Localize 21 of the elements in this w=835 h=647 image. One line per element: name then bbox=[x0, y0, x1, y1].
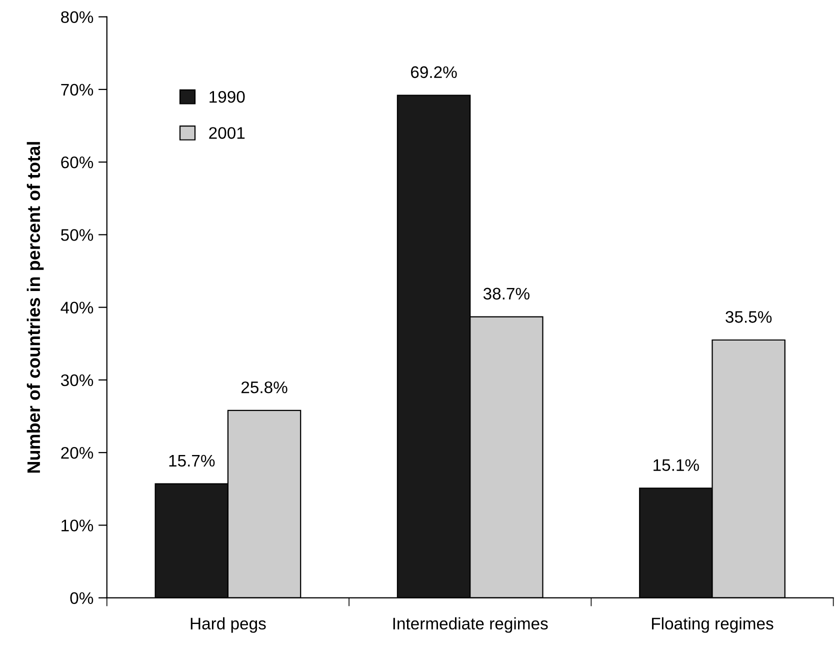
y-tick-label: 30% bbox=[60, 374, 94, 386]
data-label: 35.5% bbox=[726, 311, 772, 323]
x-tick-label: Intermediate regimes bbox=[393, 617, 548, 633]
data-label: 15.7% bbox=[169, 454, 215, 467]
y-tick-label: 60% bbox=[61, 156, 94, 168]
legend-label: 2001 bbox=[209, 127, 245, 139]
y-tick-label: 50% bbox=[60, 229, 94, 241]
x-tick-label: Floating regimes bbox=[652, 617, 774, 633]
data-label: 25.8% bbox=[241, 381, 288, 394]
y-tick-label: 70% bbox=[61, 84, 94, 96]
y-tick-label: 20% bbox=[61, 446, 94, 459]
y-tick-label: 10% bbox=[62, 520, 94, 532]
y-tick-label: 0% bbox=[70, 592, 94, 604]
data-label: 15.1% bbox=[654, 459, 699, 471]
data-label: 38.7% bbox=[483, 288, 530, 300]
y-axis-title: Number of countries in percent of total bbox=[26, 142, 44, 473]
y-tick-label: 80% bbox=[61, 11, 94, 24]
data-label: 69.2% bbox=[411, 66, 457, 78]
y-tick-label: 40% bbox=[60, 302, 94, 314]
legend-label: 1990 bbox=[210, 90, 245, 103]
x-tick-label: Hard pegs bbox=[190, 617, 266, 633]
